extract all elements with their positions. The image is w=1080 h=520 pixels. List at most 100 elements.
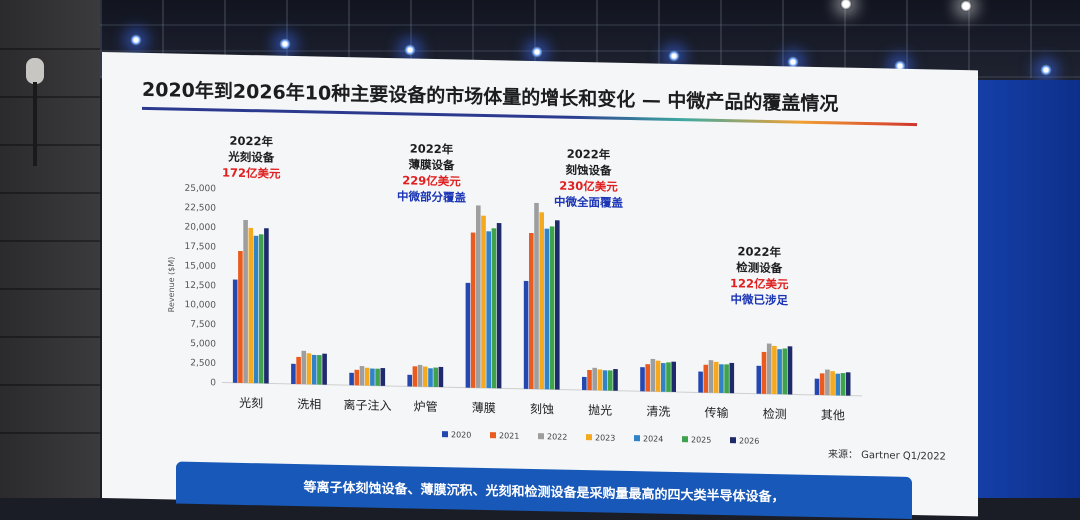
y-tick-label: 7,500 — [190, 320, 216, 331]
legend-swatch — [586, 434, 592, 441]
bar-2020 — [756, 365, 762, 394]
bar-2026 — [264, 228, 269, 384]
bar-2026 — [671, 361, 677, 393]
wall-seam — [0, 240, 100, 242]
y-tick-label: 10,000 — [185, 300, 217, 311]
legend-swatch — [490, 432, 496, 439]
bar-2025 — [608, 370, 613, 391]
stage-spotlight — [1040, 64, 1052, 76]
annotation-year: 2022年 — [566, 146, 611, 162]
x-tick-label: 其他 — [821, 408, 845, 423]
legend-label: 2023 — [595, 433, 615, 442]
bar-2025 — [433, 367, 438, 388]
bar-2025 — [549, 226, 555, 390]
y-tick-label: 25,000 — [185, 184, 217, 195]
bar-2020 — [407, 374, 412, 387]
legend-label: 2024 — [643, 434, 663, 443]
bar-2022 — [708, 360, 714, 393]
source-note: 来源： Gartner Q1/2022 — [828, 449, 946, 463]
bar-2022 — [766, 343, 772, 395]
legend-label: 2021 — [499, 431, 519, 440]
legend-label: 2026 — [739, 436, 759, 445]
legend-label: 2020 — [451, 430, 471, 439]
left-wall — [0, 0, 100, 498]
bar-2025 — [724, 364, 729, 394]
stage-spotlight — [531, 46, 543, 58]
camera-head — [26, 58, 44, 84]
legend-label: 2025 — [691, 435, 711, 444]
legend-swatch — [538, 433, 544, 440]
wall-seam — [0, 96, 100, 98]
bar-2026 — [438, 366, 444, 388]
bar-2020 — [640, 367, 645, 392]
bar-2026 — [496, 222, 502, 389]
bar-2026 — [322, 353, 327, 385]
camera-arm — [33, 82, 37, 166]
summary-banner-text: 等离子体刻蚀设备、薄膜沉积、光刻和检测设备是采购量最高的四大类半导体设备， — [303, 480, 785, 506]
bar-2022 — [476, 205, 481, 388]
bar-2022 — [534, 202, 539, 390]
x-tick-label: 清洗 — [646, 404, 670, 419]
bar-2024 — [370, 368, 375, 386]
bar-2020 — [523, 280, 529, 389]
wall-seam — [0, 48, 100, 50]
bar-2021 — [703, 364, 709, 393]
bar-2021 — [819, 373, 825, 396]
bar-2024 — [661, 363, 666, 392]
bar-2024 — [311, 354, 317, 385]
bar-2025 — [782, 348, 788, 395]
bar-2020 — [349, 372, 354, 386]
security-camera — [26, 58, 44, 166]
bar-2024 — [544, 228, 550, 390]
stage-spotlight — [668, 50, 680, 62]
bar-2023 — [597, 369, 603, 391]
bar-2022 — [417, 364, 423, 387]
bar-2025 — [317, 355, 322, 385]
y-axis-label: Revenue ($M) — [167, 257, 176, 313]
bar-2026 — [845, 372, 851, 396]
bar-2023 — [655, 360, 661, 392]
bar-2026 — [380, 368, 386, 386]
bar-2024 — [428, 368, 433, 387]
bar-2020 — [582, 376, 587, 391]
y-tick-label: 0 — [210, 378, 216, 388]
stage-spotlight — [960, 0, 972, 12]
bar-2020 — [465, 282, 471, 388]
bar-2025 — [258, 234, 264, 384]
bar-2020 — [232, 279, 238, 383]
bar-2023 — [306, 353, 312, 385]
y-tick-label: 15,000 — [185, 261, 217, 272]
bar-2021 — [296, 356, 301, 385]
bar-2021 — [238, 250, 243, 383]
bar-2024 — [602, 370, 608, 391]
equipment-revenue-bar-chart: 0 2,500 5,000 7,500 10,000 12,500 15,000 17,500… — [167, 184, 862, 446]
x-tick-label: 炉管 — [414, 399, 438, 415]
legend-swatch — [730, 437, 736, 444]
bar-2023 — [423, 366, 428, 387]
bar-2026 — [787, 346, 793, 395]
x-tick-label: 刻蚀 — [530, 402, 554, 417]
bar-2024 — [719, 364, 724, 394]
x-tick-label: 抛光 — [588, 402, 612, 418]
x-tick-label: 离子注入 — [343, 397, 391, 413]
y-tick-label: 20,000 — [185, 223, 217, 234]
bar-2026 — [729, 362, 735, 394]
stage-spotlight — [130, 34, 142, 46]
bar-2025 — [840, 372, 846, 396]
x-tick-label: 光刻 — [239, 396, 263, 411]
bar-2024 — [835, 373, 841, 396]
stage-spotlight — [840, 0, 852, 10]
bar-2022 — [243, 219, 248, 384]
legend-swatch — [634, 435, 640, 442]
annotation-year: 2022年 — [409, 141, 454, 157]
legend-swatch — [442, 431, 448, 438]
bar-2020 — [814, 378, 820, 396]
bar-2023 — [481, 215, 486, 389]
stage-spotlight — [279, 38, 291, 50]
bar-2021 — [412, 366, 418, 387]
annotation-name: 刻蚀设备 — [565, 162, 612, 178]
x-tick-label: 洗相 — [297, 397, 321, 412]
annotation-year: 2022年 — [229, 133, 274, 149]
bar-2023 — [539, 212, 544, 390]
projected-slide: 2020年到2026年10种主要设备的市场体量的增长和变化 — 中微产品的覆盖情… — [102, 52, 978, 519]
